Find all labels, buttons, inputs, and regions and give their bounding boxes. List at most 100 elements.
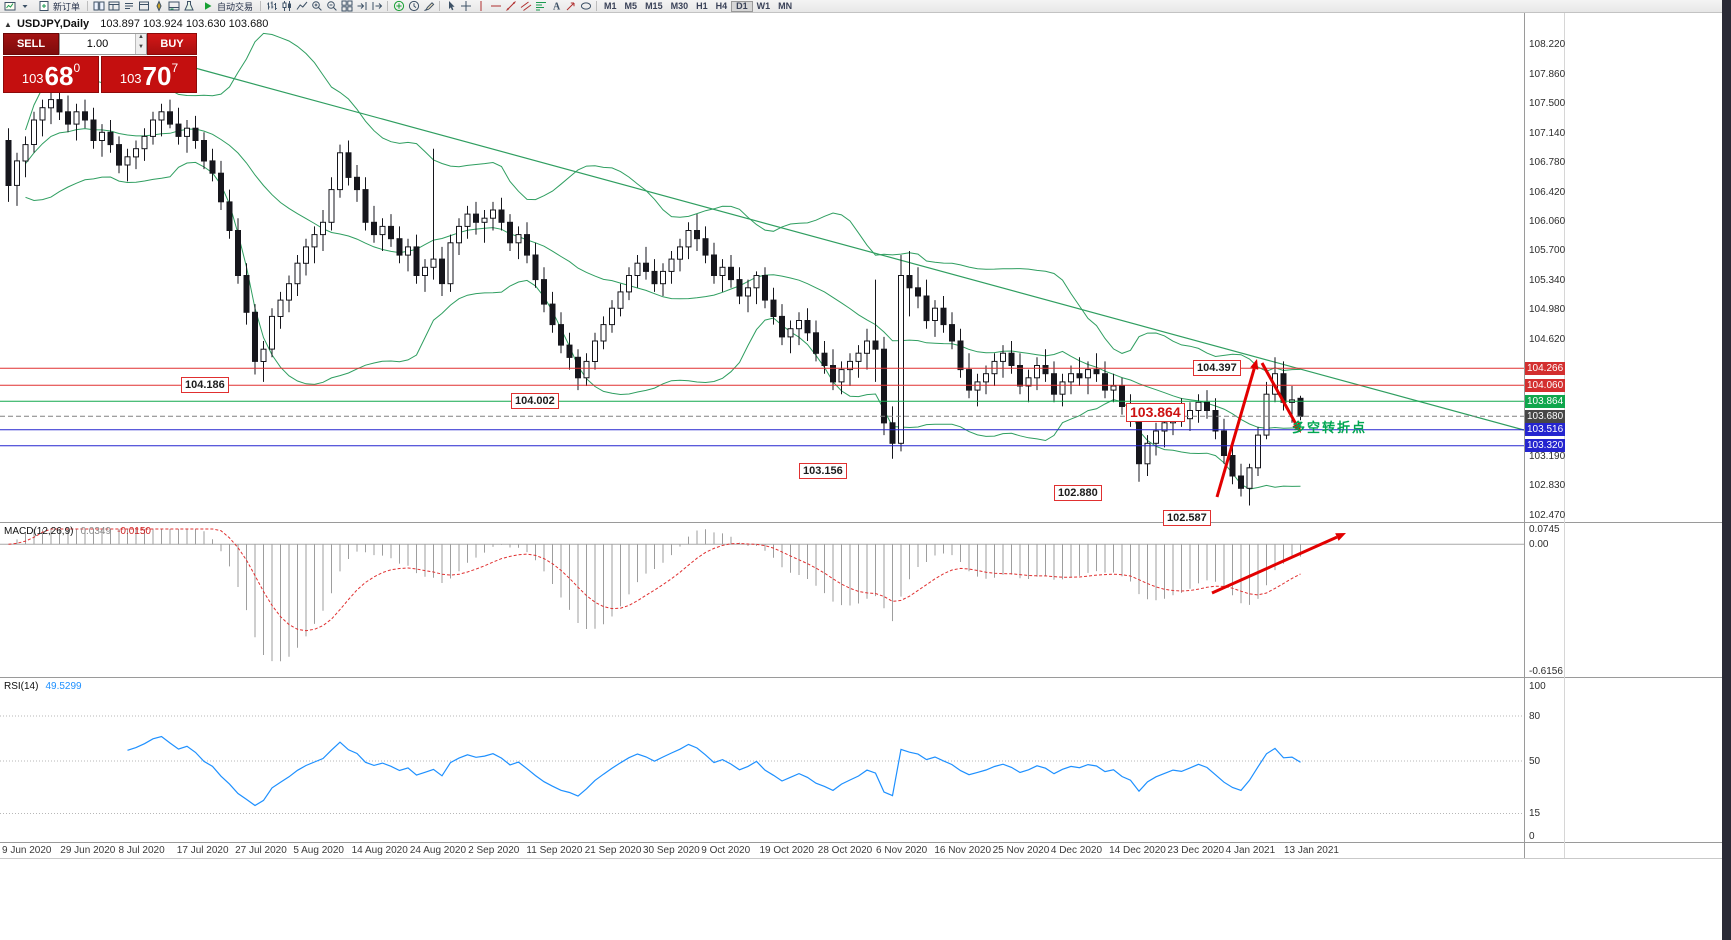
templates-icon[interactable] (421, 0, 436, 12)
indicators-icon[interactable] (391, 0, 406, 12)
bollinger-lower (25, 161, 1301, 490)
market-watch-icon[interactable] (121, 0, 136, 12)
price-tag-103.864: 103.864 (1525, 394, 1565, 408)
rsi-scale-tick: 100 (1529, 680, 1546, 692)
autotrade-button[interactable]: 自动交易 (196, 0, 257, 12)
timeframe-h4-button[interactable]: H4 (715, 0, 728, 11)
bars-chart-icon[interactable] (264, 0, 279, 12)
rsi-panel-canvas[interactable] (0, 678, 1524, 842)
right-edge-strip[interactable] (1722, 0, 1731, 940)
price-callout-label[interactable]: 102.880 (1054, 485, 1102, 501)
timeframe-m30-button[interactable]: M30 (670, 0, 689, 11)
toolbar-separator (260, 1, 262, 11)
buy-price-display[interactable]: 103 70 7 (101, 56, 197, 93)
price-callout-label[interactable]: 103.156 (799, 463, 847, 479)
red-arrow[interactable] (1211, 533, 1346, 595)
price-tag-103.516: 103.516 (1525, 423, 1565, 437)
new-order-label: 新订单 (53, 1, 81, 12)
timeframe-m15-button[interactable]: M15 (645, 0, 663, 11)
price-callout-label[interactable]: 104.002 (511, 393, 559, 409)
lot-decrease-button[interactable]: ▼ (136, 44, 146, 54)
date-label: 27 Jul 2020 (235, 845, 287, 856)
date-label: 23 Dec 2020 (1167, 845, 1225, 856)
macd-panel-canvas[interactable] (0, 523, 1524, 677)
macd-scale-tick: 0.0745 (1529, 523, 1560, 535)
date-label: 9 Oct 2020 (701, 845, 751, 856)
strategy-tester-icon[interactable] (181, 0, 196, 12)
sell-button[interactable]: SELL (3, 33, 59, 55)
date-label: 28 Oct 2020 (817, 845, 873, 856)
new-order-icon (36, 0, 51, 12)
lot-increase-button[interactable]: ▲ (136, 34, 146, 44)
buy-button[interactable]: BUY (147, 33, 197, 55)
channel-icon[interactable] (518, 0, 533, 12)
price-tick: 107.860 (1529, 68, 1566, 80)
shapes-icon[interactable] (578, 0, 593, 12)
timeframe-mn-button[interactable]: MN (778, 0, 793, 11)
toolbar-separator (387, 1, 389, 11)
profiles-icon[interactable] (106, 0, 121, 12)
buy-price-big: 70 (142, 61, 172, 91)
chinese-annotation[interactable]: 多空转折点 (1292, 420, 1368, 435)
chart-window: ▲ USDJPY,Daily 103.897 103.924 103.630 1… (0, 13, 1722, 940)
periods-icon[interactable] (406, 0, 421, 12)
red-arrow[interactable] (1215, 359, 1259, 498)
line-chart-icon[interactable] (294, 0, 309, 12)
hline-icon[interactable] (488, 0, 503, 12)
price-tag-104.060: 104.060 (1525, 378, 1565, 392)
price-tick: 104.620 (1529, 333, 1566, 345)
timeframe-w1-button[interactable]: W1 (756, 0, 771, 11)
terminal-icon[interactable] (166, 0, 181, 12)
toolbar-separator (87, 1, 89, 11)
price-callout-label[interactable]: 103.864 (1126, 403, 1185, 422)
price-callout-label[interactable]: 104.186 (181, 377, 229, 393)
price-tag-103.320: 103.320 (1525, 439, 1565, 453)
chart-shift-icon[interactable] (369, 0, 384, 12)
rsi-panel-separator[interactable] (0, 677, 1722, 678)
rsi-value: 49.5299 (45, 681, 82, 692)
auto-scroll-icon[interactable] (354, 0, 369, 12)
candle-chart-icon[interactable] (279, 0, 294, 12)
rsi-scale-tick: 80 (1529, 710, 1541, 722)
cursor-icon[interactable] (443, 0, 458, 12)
dropdown-caret-icon[interactable] (17, 0, 32, 12)
fibonacci-icon[interactable] (533, 0, 548, 12)
crosshair-icon[interactable] (458, 0, 473, 12)
trendline-icon[interactable] (503, 0, 518, 12)
lot-size-input[interactable] (60, 34, 135, 54)
horizontal-lines-layer[interactable] (0, 367, 1524, 447)
date-label: 13 Jan 2021 (1283, 845, 1339, 856)
price-callout-label[interactable]: 104.397 (1193, 360, 1241, 376)
rsi-line (127, 735, 1301, 807)
timeframe-h1-button[interactable]: H1 (696, 0, 708, 11)
zoom-out-icon[interactable] (324, 0, 339, 12)
lot-spinner: ▲ ▼ (135, 34, 146, 54)
text-tool-icon[interactable]: A (548, 0, 563, 13)
zoom-in-icon[interactable] (309, 0, 324, 12)
data-window-icon[interactable] (136, 0, 151, 12)
charts-grid-icon[interactable] (91, 0, 106, 12)
price-tick: 104.980 (1529, 304, 1566, 316)
tile-windows-icon[interactable] (339, 0, 354, 12)
navigator-icon[interactable] (151, 0, 166, 12)
macd-panel-separator[interactable] (0, 522, 1722, 523)
rsi-scale-tick: 15 (1529, 808, 1541, 819)
timeframe-d1-button[interactable]: D1 (731, 0, 753, 12)
red-arrow[interactable] (1260, 362, 1301, 433)
chart-new-icon[interactable] (2, 0, 17, 12)
timeframe-m5-button[interactable]: M5 (624, 0, 638, 11)
new-order-button[interactable]: 新订单 (32, 0, 84, 12)
descending-trendline[interactable] (194, 67, 1524, 431)
candles-layer (5, 87, 1304, 506)
arrow-tool-icon[interactable] (563, 0, 578, 12)
sell-price-display[interactable]: 103 68 0 (3, 56, 99, 93)
price-callout-label[interactable]: 102.587 (1163, 510, 1211, 526)
timeframe-m1-button[interactable]: M1 (604, 0, 617, 11)
vline-icon[interactable] (473, 0, 488, 12)
date-label: 30 Sep 2020 (642, 845, 700, 856)
price-chart-canvas[interactable] (0, 13, 1524, 522)
svg-text:A: A (553, 2, 561, 13)
collapse-triangle-icon[interactable]: ▲ (4, 20, 12, 29)
rsi-name: RSI(14) (4, 681, 39, 692)
